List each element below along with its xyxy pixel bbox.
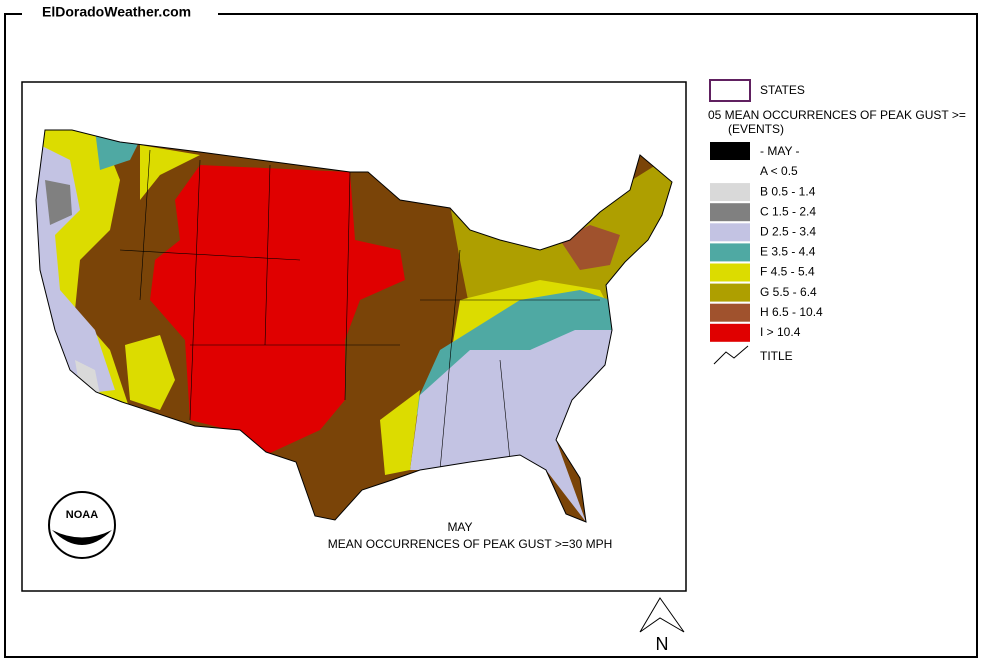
legend-class: E 3.5 - 4.4: [760, 245, 816, 259]
north-label: N: [656, 634, 669, 654]
legend-units: (EVENTS): [728, 122, 784, 136]
legend-class: H 6.5 - 10.4: [760, 305, 823, 319]
legend-heading: 05 MEAN OCCURRENCES OF PEAK GUST >=: [708, 108, 966, 122]
noaa-bird: [52, 530, 112, 545]
title-backing: [22, 5, 218, 23]
legend-title: TITLE: [760, 349, 793, 363]
legend-swatch: [710, 183, 750, 202]
title-icon: [713, 345, 749, 365]
legend-class: D 2.5 - 3.4: [760, 224, 816, 238]
month-swatch: [710, 142, 750, 160]
frame: [4, 13, 978, 658]
north-arrow: [639, 597, 685, 633]
legend-class: C 1.5 - 2.4: [760, 204, 816, 218]
legend: STATES 05 MEAN OCCURRENCES OF PEAK GUST …: [708, 79, 966, 365]
legend-class: B 0.5 - 1.4: [760, 184, 816, 198]
noaa-text: NOAA: [66, 509, 98, 521]
legend-swatch: [710, 263, 750, 282]
map-caption-month: MAY: [447, 520, 472, 534]
noaa-logo: [48, 491, 116, 559]
legend-swatch: [710, 243, 750, 262]
legend-swatch: [710, 223, 750, 242]
us-outline: [35, 129, 673, 523]
legend-class: I > 10.4: [760, 325, 801, 339]
site-title: ElDoradoWeather.com: [42, 4, 191, 20]
legend-class: F 4.5 - 5.4: [760, 265, 815, 279]
legend-swatch: [710, 203, 750, 222]
legend-class: A < 0.5: [760, 164, 798, 178]
map-caption-title: MEAN OCCURRENCES OF PEAK GUST >=30 MPH: [328, 537, 613, 551]
legend-class: G 5.5 - 6.4: [760, 285, 817, 299]
legend-swatch: [710, 163, 750, 181]
legend-month: - MAY -: [760, 144, 800, 158]
states-swatch: [709, 79, 751, 102]
legend-swatch: [710, 303, 750, 322]
legend-swatch: [710, 323, 750, 342]
legend-states: STATES: [760, 83, 805, 97]
legend-swatch: [710, 283, 750, 302]
